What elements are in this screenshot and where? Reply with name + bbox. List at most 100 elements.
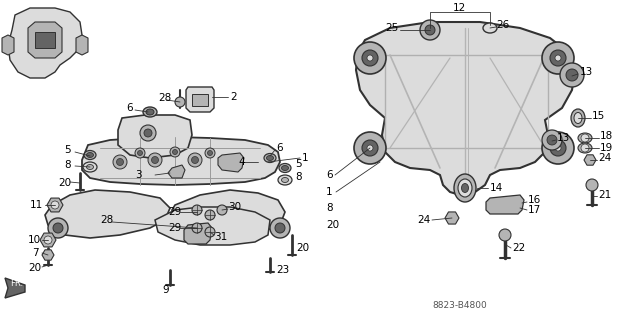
Polygon shape	[172, 190, 285, 238]
Circle shape	[217, 205, 227, 215]
Text: 11: 11	[30, 200, 44, 210]
Circle shape	[205, 227, 215, 237]
Circle shape	[116, 159, 124, 166]
Circle shape	[542, 42, 574, 74]
Text: 29: 29	[168, 207, 181, 217]
Polygon shape	[5, 278, 25, 298]
Text: 7: 7	[32, 248, 38, 258]
Text: 26: 26	[496, 20, 509, 30]
Text: 20: 20	[58, 178, 71, 188]
Ellipse shape	[454, 174, 476, 202]
Text: 8: 8	[64, 160, 70, 170]
Text: 30: 30	[228, 202, 241, 212]
Polygon shape	[186, 87, 214, 112]
Circle shape	[144, 129, 152, 137]
Ellipse shape	[458, 179, 472, 197]
Text: 9: 9	[162, 285, 168, 295]
Text: 19: 19	[600, 143, 613, 153]
Circle shape	[586, 179, 598, 191]
Circle shape	[205, 148, 215, 158]
Ellipse shape	[282, 166, 289, 171]
Circle shape	[367, 145, 373, 151]
Polygon shape	[45, 190, 170, 238]
Polygon shape	[184, 223, 212, 244]
Circle shape	[542, 130, 562, 150]
Polygon shape	[218, 153, 244, 172]
Text: 1: 1	[302, 153, 308, 163]
Circle shape	[192, 205, 202, 215]
Ellipse shape	[574, 112, 582, 124]
Circle shape	[550, 140, 566, 156]
Circle shape	[542, 132, 574, 164]
Ellipse shape	[83, 162, 97, 172]
Circle shape	[270, 218, 290, 238]
Circle shape	[354, 42, 386, 74]
Circle shape	[188, 153, 202, 167]
Ellipse shape	[264, 154, 276, 162]
Text: 5: 5	[295, 159, 301, 169]
Circle shape	[44, 236, 52, 244]
Ellipse shape	[279, 163, 291, 173]
Text: 25: 25	[385, 23, 398, 33]
Circle shape	[173, 149, 177, 155]
Text: 12: 12	[453, 3, 467, 13]
Circle shape	[420, 20, 440, 40]
Ellipse shape	[282, 178, 289, 183]
Polygon shape	[2, 35, 14, 55]
Circle shape	[207, 150, 212, 155]
Text: 31: 31	[214, 232, 227, 242]
Text: 6: 6	[276, 143, 283, 153]
Polygon shape	[584, 155, 596, 165]
Text: 20: 20	[296, 243, 309, 253]
Ellipse shape	[578, 143, 592, 153]
Text: 20: 20	[28, 263, 41, 273]
Polygon shape	[47, 198, 63, 212]
Circle shape	[550, 50, 566, 66]
Circle shape	[191, 156, 198, 163]
Text: 6: 6	[326, 170, 333, 180]
Text: 18: 18	[600, 131, 613, 141]
Text: FR.: FR.	[10, 278, 23, 288]
Polygon shape	[82, 137, 280, 185]
Text: 20: 20	[326, 220, 339, 230]
Circle shape	[547, 135, 557, 145]
Circle shape	[362, 140, 378, 156]
Text: 15: 15	[592, 111, 605, 121]
Text: 17: 17	[528, 205, 541, 215]
Circle shape	[367, 55, 373, 61]
Text: 10: 10	[28, 235, 41, 245]
Text: 13: 13	[580, 67, 593, 77]
Ellipse shape	[278, 175, 292, 185]
Circle shape	[566, 69, 578, 81]
Circle shape	[581, 134, 589, 142]
Circle shape	[48, 218, 68, 238]
Circle shape	[275, 223, 285, 233]
Circle shape	[170, 147, 180, 157]
Polygon shape	[40, 233, 56, 247]
Circle shape	[113, 155, 127, 169]
Polygon shape	[445, 212, 459, 224]
Circle shape	[148, 153, 162, 167]
Polygon shape	[42, 250, 54, 260]
Circle shape	[205, 210, 215, 220]
Text: 4: 4	[238, 157, 244, 167]
Polygon shape	[8, 8, 82, 78]
Circle shape	[555, 145, 561, 151]
Text: 6: 6	[126, 103, 132, 113]
Circle shape	[53, 223, 63, 233]
Circle shape	[560, 63, 584, 87]
Polygon shape	[356, 22, 575, 195]
Polygon shape	[155, 207, 270, 245]
Circle shape	[228, 155, 242, 169]
Polygon shape	[168, 165, 185, 178]
Text: 14: 14	[490, 183, 503, 193]
Text: 1: 1	[326, 187, 333, 197]
Text: 8: 8	[326, 203, 333, 213]
Text: 13: 13	[557, 133, 570, 143]
Circle shape	[175, 97, 185, 107]
Ellipse shape	[143, 107, 157, 117]
Circle shape	[362, 50, 378, 66]
Text: 16: 16	[528, 195, 541, 205]
Polygon shape	[35, 32, 55, 48]
Polygon shape	[118, 115, 192, 158]
